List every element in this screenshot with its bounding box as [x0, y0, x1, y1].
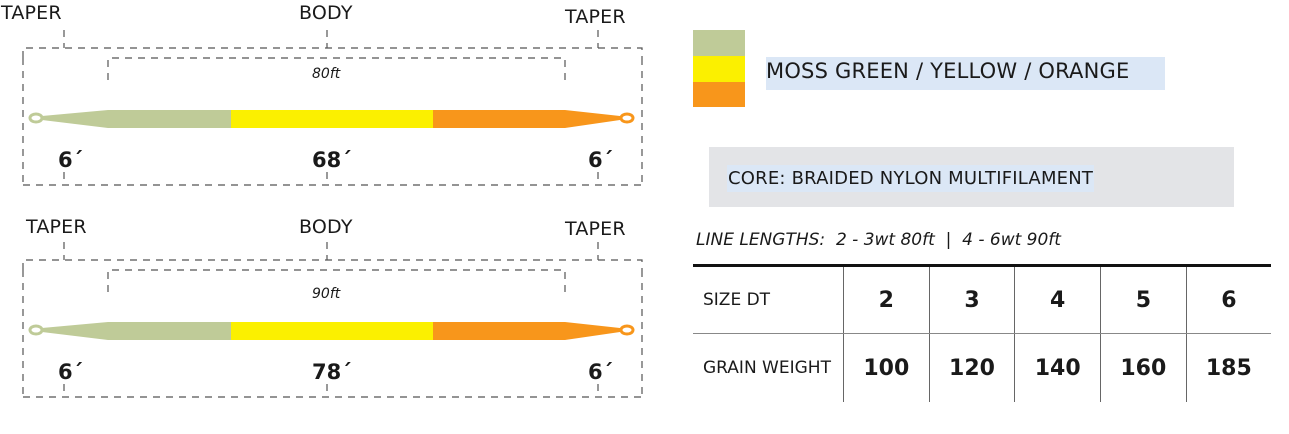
segment-length-body: 78´	[312, 360, 352, 384]
body-label: BODY	[299, 2, 353, 24]
core-box: CORE: BRAIDED NYLON MULTIFILAMENT	[709, 147, 1234, 207]
table-cell: 160	[1100, 333, 1187, 402]
segment-length-left: 6´	[58, 360, 84, 384]
table-cell: 2	[843, 264, 930, 334]
table-cell: 3	[928, 264, 1015, 334]
segment-length-left: 6´	[58, 148, 84, 172]
swatch-yellow	[693, 56, 745, 82]
taper-label-right: TAPER	[565, 6, 626, 28]
line-diagram-90ft: TAPER BODY TAPER 90ft 6´ 78´ 6´	[0, 212, 660, 412]
row-label: SIZE DT	[693, 264, 844, 334]
spec-table: SIZE DT 2 3 4 5 6 GRAIN WEIGHT 100 120 1…	[693, 264, 1271, 402]
taper-label-left: TAPER	[26, 216, 87, 238]
table-cell: 5	[1100, 264, 1187, 334]
table-row: GRAIN WEIGHT 100 120 140 160 185	[693, 333, 1271, 402]
taper-label-left: TAPER	[1, 2, 62, 24]
table-row: SIZE DT 2 3 4 5 6	[693, 264, 1271, 334]
table-cell: 120	[928, 333, 1015, 402]
swatch-orange	[693, 82, 745, 107]
table-cell: 100	[843, 333, 930, 402]
table-cell: 185	[1185, 333, 1271, 402]
line-diagram-graphic	[22, 30, 643, 186]
total-length-label: 90ft	[312, 286, 341, 302]
table-cell: 4	[1014, 264, 1101, 334]
total-length-label: 80ft	[312, 66, 341, 82]
color-label: MOSS GREEN / YELLOW / ORANGE	[766, 57, 1165, 90]
table-cell: 140	[1014, 333, 1101, 402]
line-lengths: LINE LENGTHS: 2 - 3wt 80ft | 4 - 6wt 90f…	[696, 230, 1061, 250]
swatch-moss-green	[693, 30, 745, 56]
body-label: BODY	[299, 216, 353, 238]
table-cell: 6	[1185, 264, 1271, 334]
taper-label-right: TAPER	[565, 218, 626, 240]
segment-length-right: 6´	[588, 360, 614, 384]
line-diagram-graphic	[22, 242, 643, 398]
row-label: GRAIN WEIGHT	[703, 358, 831, 378]
segment-length-body: 68´	[312, 148, 352, 172]
segment-length-right: 6´	[588, 148, 614, 172]
core-label: CORE: BRAIDED NYLON MULTIFILAMENT	[727, 165, 1095, 192]
line-diagram-80ft: TAPER BODY TAPER 80ft 6´ 68´ 6´	[0, 0, 660, 200]
